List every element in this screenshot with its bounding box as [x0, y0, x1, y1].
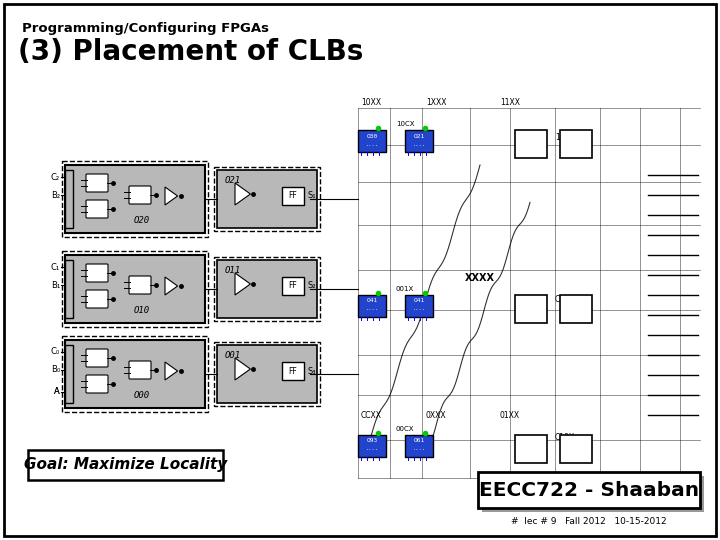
FancyBboxPatch shape: [86, 200, 108, 218]
Polygon shape: [235, 273, 251, 295]
Text: O41: O41: [366, 299, 377, 303]
Bar: [65, 255, 205, 323]
Bar: [282, 187, 304, 205]
Text: O11: O11: [225, 266, 241, 275]
Bar: [515, 435, 547, 463]
Bar: [478, 472, 700, 508]
Bar: [482, 476, 704, 512]
Text: FF: FF: [289, 192, 297, 200]
FancyBboxPatch shape: [129, 361, 151, 379]
Text: ....: ....: [366, 447, 379, 451]
Text: B₁: B₁: [50, 280, 60, 289]
Bar: [214, 257, 320, 321]
Text: C₂: C₂: [51, 172, 60, 181]
Bar: [405, 435, 433, 457]
Text: S₁: S₁: [308, 192, 317, 200]
Text: 10XX: 10XX: [361, 98, 381, 107]
Text: ....: ....: [413, 141, 426, 146]
Text: O21: O21: [413, 133, 425, 138]
Bar: [515, 295, 547, 323]
Polygon shape: [235, 358, 251, 380]
Polygon shape: [165, 187, 178, 205]
Text: B₀: B₀: [50, 366, 60, 375]
Text: (3) Placement of CLBs: (3) Placement of CLBs: [18, 38, 364, 66]
Bar: [65, 340, 205, 408]
FancyBboxPatch shape: [129, 276, 151, 294]
Bar: [214, 167, 320, 231]
Text: C10X: C10X: [555, 434, 575, 442]
Bar: [358, 295, 386, 317]
Bar: [65, 345, 73, 403]
Bar: [560, 130, 592, 158]
FancyBboxPatch shape: [129, 186, 151, 204]
FancyBboxPatch shape: [86, 290, 108, 308]
Bar: [515, 130, 547, 158]
Bar: [282, 277, 304, 295]
Bar: [214, 342, 320, 406]
Text: 1XXX: 1XXX: [426, 98, 446, 107]
Bar: [358, 130, 386, 152]
Text: O30: O30: [366, 133, 377, 138]
Bar: [217, 345, 317, 403]
FancyBboxPatch shape: [86, 174, 108, 192]
Text: 110X: 110X: [555, 133, 575, 143]
Bar: [282, 362, 304, 380]
Bar: [65, 165, 205, 233]
Text: 001X: 001X: [396, 286, 414, 292]
Text: B₂: B₂: [51, 191, 60, 199]
Text: C11X: C11X: [555, 295, 575, 305]
Polygon shape: [165, 362, 178, 380]
Text: S₂: S₂: [308, 281, 317, 291]
Text: FF: FF: [289, 281, 297, 291]
Text: 00CX: 00CX: [396, 426, 414, 432]
Text: ....: ....: [413, 307, 426, 312]
Text: O93: O93: [366, 438, 377, 443]
FancyBboxPatch shape: [86, 349, 108, 367]
Bar: [405, 130, 433, 152]
Bar: [62, 251, 208, 327]
Text: A: A: [54, 388, 60, 396]
Bar: [217, 260, 317, 318]
Text: O61: O61: [413, 438, 425, 443]
Bar: [358, 435, 386, 457]
Text: ....: ....: [366, 307, 379, 312]
FancyBboxPatch shape: [86, 375, 108, 393]
FancyBboxPatch shape: [86, 264, 108, 282]
Bar: [65, 260, 73, 318]
Text: C₀: C₀: [50, 348, 60, 356]
Text: XXXX: XXXX: [465, 273, 495, 283]
Bar: [405, 295, 433, 317]
Text: Programming/Configuring FPGAs: Programming/Configuring FPGAs: [22, 22, 269, 35]
Bar: [560, 435, 592, 463]
Text: A: A: [54, 388, 60, 396]
Bar: [62, 336, 208, 412]
Text: 0XXX: 0XXX: [426, 411, 446, 420]
Text: #  lec # 9   Fall 2012   10-15-2012: # lec # 9 Fall 2012 10-15-2012: [511, 517, 667, 526]
Text: O20: O20: [134, 216, 150, 225]
Text: S₃: S₃: [308, 367, 317, 375]
Text: ....: ....: [366, 141, 379, 146]
Text: FF: FF: [289, 367, 297, 375]
Bar: [560, 295, 592, 323]
Text: ....: ....: [413, 447, 426, 451]
Text: 01XX: 01XX: [500, 411, 520, 420]
Polygon shape: [165, 277, 178, 295]
Bar: [62, 161, 208, 237]
Text: O21: O21: [225, 176, 241, 185]
Text: EECC722 - Shaaban: EECC722 - Shaaban: [479, 481, 699, 500]
Text: O10: O10: [134, 306, 150, 315]
Text: Goal: Maximize Locality: Goal: Maximize Locality: [24, 457, 227, 472]
Polygon shape: [235, 183, 251, 205]
Bar: [28, 450, 223, 480]
Text: O41: O41: [413, 299, 425, 303]
Text: O01: O01: [225, 351, 241, 360]
Text: 11XX: 11XX: [500, 98, 520, 107]
Text: CCXX: CCXX: [361, 411, 382, 420]
Text: O00: O00: [134, 391, 150, 400]
Bar: [217, 170, 317, 228]
Text: 10CX: 10CX: [396, 121, 414, 127]
Bar: [65, 170, 73, 228]
Text: C₁: C₁: [50, 262, 60, 272]
